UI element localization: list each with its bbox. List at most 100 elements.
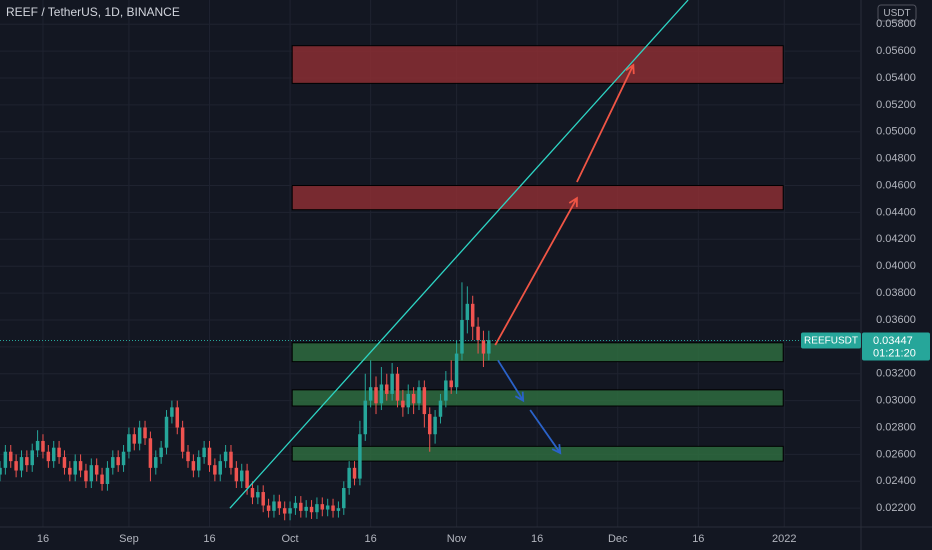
candle-body [229,451,233,468]
candle-body [159,447,163,458]
currency[interactable]: USDT [883,8,910,19]
x-tick-label: 16 [692,533,704,545]
candle-body [368,387,373,401]
candle-body [460,319,464,354]
y-tick-label: 0.02800 [876,421,916,433]
candle-body [197,457,201,471]
x-tick-label: 2022 [772,533,796,545]
y-tick-label: 0.02200 [876,502,916,514]
y-tick-label: 0.02400 [876,475,916,487]
y-tick-label: 0.05400 [876,72,916,84]
currency-box[interactable] [877,4,917,22]
candle-body [433,416,437,435]
candle-body [476,326,480,341]
candle-body [8,451,13,462]
candle-body [100,474,104,484]
candle-body [320,504,325,510]
candle-body [438,400,443,417]
chart-title: REEF / TetherUS, 1D, BINANCE [6,5,180,19]
x-tick-label: Sep [119,533,139,545]
candle-body [266,505,271,511]
candle-body [379,384,384,404]
candle-body [288,508,292,514]
candle-body [223,451,228,462]
y-tick-label: 0.03600 [876,314,916,326]
candle-body [143,427,147,439]
candle-body [336,508,341,511]
candle-body [62,457,67,468]
y-tick-label: 0.05200 [876,99,916,111]
candle-body [299,502,303,511]
candle-body [411,393,416,404]
y-tick-label: 0.05600 [876,45,916,57]
candle-body [186,451,190,462]
candle-body [406,393,410,408]
zone [291,45,784,84]
candle-body [51,447,56,462]
candle-body [14,461,18,471]
candle-body [245,470,249,489]
x-tick-label: Nov [447,533,467,545]
symbol-box [801,332,861,349]
candle-body [148,438,153,468]
zone [291,445,784,462]
candle-body [277,501,282,509]
arrow [576,63,635,183]
candle-body [35,440,40,451]
candle-body [111,457,115,468]
y-tick-label: 0.03000 [876,395,916,407]
candle-body [325,505,330,510]
y-tick-label: 0.04800 [876,153,916,165]
y-tick-label: 0.05800 [876,18,916,30]
y-tick-label: 0.04400 [876,206,916,218]
candle-body [315,504,319,513]
y-tick-label: 0.04000 [876,260,916,272]
candle-body [164,416,169,448]
candle-body [175,407,180,428]
candle-body [57,447,61,458]
candle-body [78,461,83,471]
y-tick-label: 0.04200 [876,233,916,245]
candle-body [481,340,486,354]
candle-body [358,434,362,479]
candle-body [105,467,110,484]
candle-body [272,501,276,511]
candle-body [487,340,491,354]
candle-body [121,451,126,466]
candle-body [417,387,421,404]
candle-body [170,407,174,417]
y-tick-label: 0.03200 [876,368,916,380]
candle-body [191,461,196,471]
candle-body [304,506,308,511]
candle-body [116,457,120,466]
y-tick-label: 0.03800 [876,287,916,299]
candle-body [3,451,8,468]
zone [291,185,784,211]
candle-body [19,457,24,471]
candle-body [470,303,475,327]
candle-body [385,384,389,394]
candle-body [25,457,29,466]
candle-body [363,400,368,435]
candle-body [213,465,217,475]
x-tick-label: 16 [203,533,215,545]
candle-body [256,492,260,498]
price-box [862,332,930,361]
candle-body [68,467,72,475]
x-tick-label: Oct [282,533,299,545]
x-tick-label: 16 [531,533,543,545]
x-tick-label: Dec [608,533,628,545]
x-tick-label: 16 [365,533,377,545]
candle-body [427,414,432,435]
candle-body [331,505,335,511]
candle-body [239,470,244,482]
candle-body [154,457,158,468]
candle-body [250,488,255,498]
candle-body [401,400,405,408]
y-tick-label: 0.04600 [876,179,916,191]
candle-body [41,440,45,452]
candle-body [0,467,2,475]
trend-line [229,0,689,509]
candle-body [30,450,34,466]
